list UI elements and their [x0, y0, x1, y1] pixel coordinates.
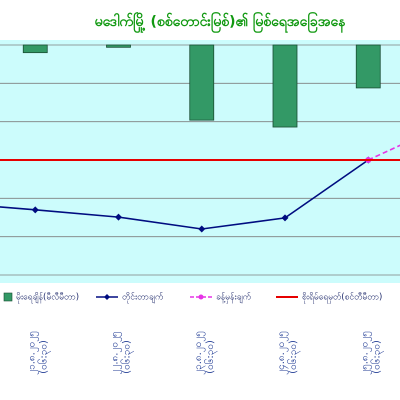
x-tick-label: (၀၆:၃၀) — [36, 340, 51, 374]
x-tick-label: (၀၆:၃၀) — [286, 340, 301, 374]
point — [281, 214, 289, 222]
legend: မိုးရေချိန်(မီလီမီတာ) တိုင်းတာချက် ခန့်မှန… — [3, 292, 382, 304]
line — [0, 159, 369, 230]
x-tick-label: (၀၆:၃၀) — [203, 340, 218, 374]
legend-label: ခန့်မှန်းချက် — [216, 292, 252, 304]
bar — [272, 44, 298, 128]
bar — [106, 44, 131, 48]
x-tick-label: ၂၄.၈.၂၀၂၅ — [276, 331, 289, 375]
legend-swatch — [104, 294, 110, 300]
legend-label: တိုင်းတာချက် — [122, 292, 164, 304]
legend-label: စိုးရိမ်ရေမှတ်(စင်တီမီတာ) — [302, 292, 382, 304]
x-tick-label: ၂၅.၈.၂၀၂၅ — [359, 331, 372, 375]
legend-swatch — [198, 294, 204, 300]
bar — [355, 44, 381, 89]
bar — [189, 44, 215, 121]
plot — [0, 44, 400, 276]
point — [31, 206, 39, 214]
point — [115, 213, 122, 221]
x-tick-label: ၂၂.၈.၂၀၂၅ — [110, 332, 123, 375]
legend-swatch — [3, 292, 13, 302]
bar — [22, 44, 48, 54]
chart-title: မဒေါက်မြို့ (စစ်တောင်းမြစ်)၏ မြစ်ရေအခြေအ… — [95, 12, 347, 33]
x-tick-label: (၀၆:၃၀) — [120, 340, 135, 374]
x-axis: ၂၁.၈.၂၀၂၅ (၀၆:၃၀) ၂၂.၈.၂၀၂၅ (၀၆:၃၀) ၂၃.၈.၂၀၂… — [26, 331, 384, 375]
x-tick-label: ၂၁.၈.၂၀၂၅ — [26, 331, 39, 375]
x-tick-label: (၀၆:၃၀) — [369, 340, 384, 374]
point — [198, 225, 206, 233]
x-tick-label: ၂၃.၈.၂၀၂၅ — [193, 331, 206, 375]
legend-label: မိုးရေချိန်(မီလီမီတာ) — [16, 292, 79, 304]
